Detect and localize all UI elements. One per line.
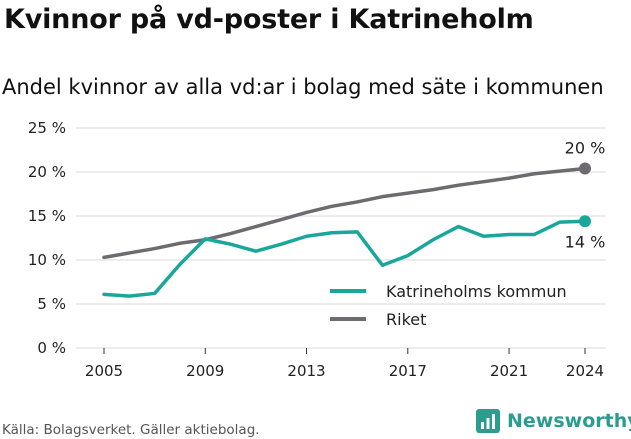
y-tick-label-15: 15 % xyxy=(28,207,66,225)
series-line-katrineholms-kommun xyxy=(102,219,587,298)
x-tick-label-2005: 2005 xyxy=(85,362,123,380)
source-note: Källa: Bolagsverket. Gäller aktiebolag. xyxy=(2,422,260,438)
grid-lines xyxy=(76,127,606,349)
page-title: Kvinnor på vd-poster i Katrineholm xyxy=(4,4,534,35)
x-tick-label-2021: 2021 xyxy=(490,362,528,380)
end-label-riket: 20 % xyxy=(565,138,606,157)
y-tick-label-5: 5 % xyxy=(37,295,66,313)
x-tick-label-2013: 2013 xyxy=(287,362,325,380)
series-end-point-katrineholms-kommun xyxy=(579,215,591,228)
x-axis-ticks: 2005 2009 2013 2017 2021 2024 xyxy=(85,348,604,380)
x-tick-label-2009: 2009 xyxy=(186,362,224,380)
y-tick-label-25: 25 % xyxy=(28,119,66,137)
brand-name: Newsworthy xyxy=(507,410,631,432)
series-line-riket xyxy=(102,166,587,260)
y-tick-label-0: 0 % xyxy=(37,339,66,357)
series-lines xyxy=(102,162,591,298)
x-tick-label-2024: 2024 xyxy=(566,362,604,380)
y-tick-label-20: 20 % xyxy=(28,163,66,181)
y-axis-ticks: 0 % 5 % 10 % 15 % 20 % 25 % xyxy=(28,119,66,357)
x-tick-label-2017: 2017 xyxy=(389,362,427,380)
newsworthy-logo-icon xyxy=(476,409,500,433)
y-tick-label-10: 10 % xyxy=(28,251,66,269)
end-label-katrineholms-kommun: 14 % xyxy=(565,232,606,251)
chart-subtitle: Andel kvinnor av alla vd:ar i bolag med … xyxy=(2,75,604,99)
series-end-point-riket xyxy=(579,162,591,175)
brand-logo: Newsworthy xyxy=(475,408,631,434)
end-labels: 14 % 20 % xyxy=(565,138,606,251)
legend-label-katrineholms-kommun: Katrineholms kommun xyxy=(386,282,567,301)
legend: Katrineholms kommun Riket xyxy=(330,282,567,329)
legend-label-riket: Riket xyxy=(386,310,426,329)
